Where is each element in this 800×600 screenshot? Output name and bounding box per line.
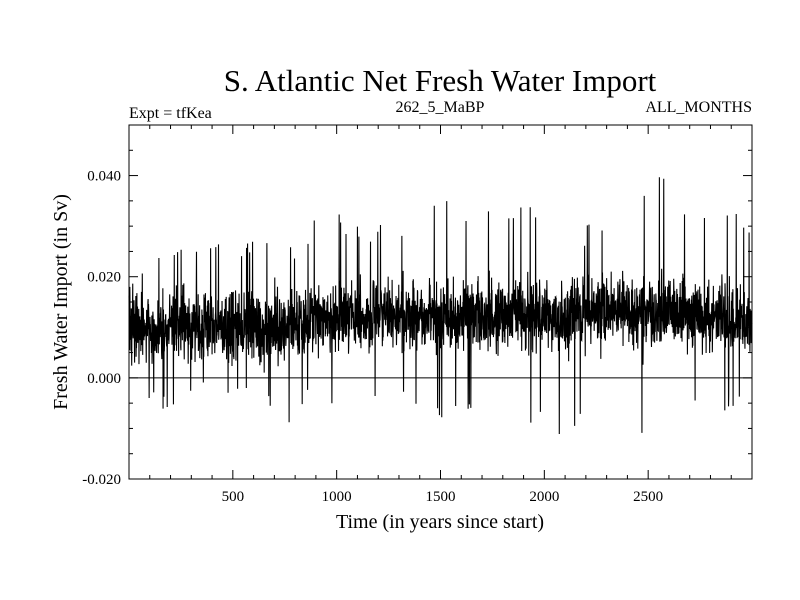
plot-area	[128, 177, 753, 434]
y-tick-label: 0.040	[87, 169, 121, 185]
x-axis-label: Time (in years since start)	[336, 511, 544, 533]
fresh-water-import-series-line	[128, 177, 753, 434]
period-label: 262_5_MaBP	[396, 99, 485, 116]
months-label: ALL_MONTHS	[645, 99, 752, 116]
y-tick-label: 0.000	[87, 371, 121, 387]
axes: 500 1000 1500 2000 2500 -0.020 0.000 0.020 0.040	[82, 124, 753, 505]
x-tick-label: 1000	[322, 489, 352, 505]
chart-title: S. Atlantic Net Fresh Water Import	[224, 63, 657, 98]
y-tick-label: 0.020	[87, 270, 121, 286]
x-tick-label: 1500	[426, 489, 456, 505]
x-tick-label: 2500	[633, 489, 663, 505]
experiment-label: Expt = tfKea	[129, 105, 212, 122]
x-tick-label: 2000	[529, 489, 559, 505]
y-tick-label: -0.020	[82, 472, 121, 488]
x-tick-label: 500	[222, 489, 245, 505]
y-axis-label: Fresh Water Import (in Sv)	[50, 194, 72, 410]
